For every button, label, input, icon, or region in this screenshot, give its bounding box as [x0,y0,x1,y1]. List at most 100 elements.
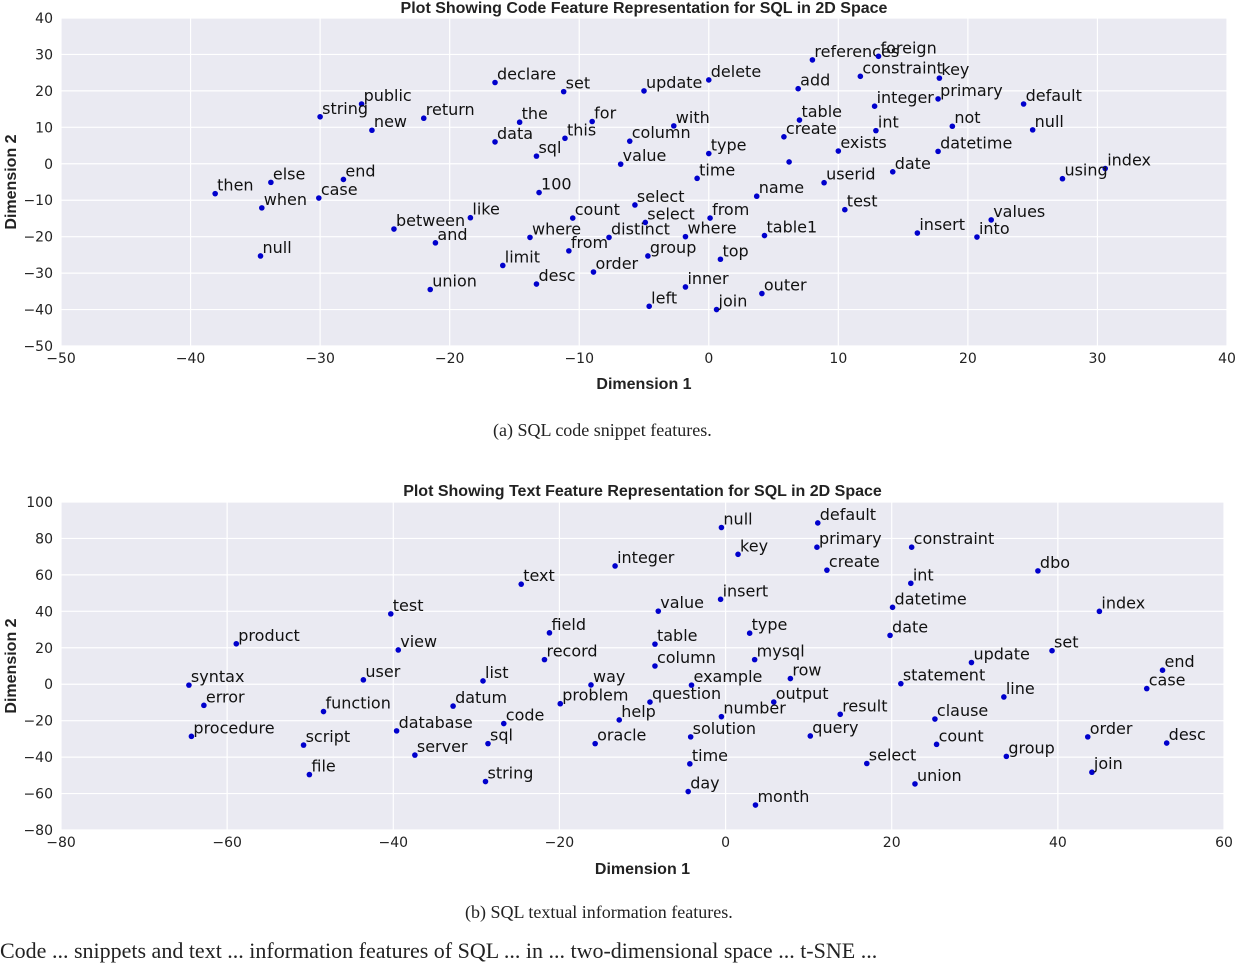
x-tick-label: 20 [883,835,901,851]
y-tick-label: −50 [23,339,53,355]
data-point [516,119,523,126]
point-label: create [786,119,837,138]
point-label: order [595,254,638,273]
data-point [873,127,879,134]
data-point [427,286,434,293]
data-point [685,788,691,795]
data-point [752,802,759,808]
data-point [914,230,921,236]
y-tick-label: 20 [35,84,53,100]
data-point [569,215,576,221]
data-point [533,281,540,287]
point-label: index [1107,151,1151,170]
point-label: add [800,71,830,90]
data-point [753,193,760,200]
data-point [1049,647,1055,654]
point-label: date [892,617,928,636]
data-point [759,290,765,297]
data-point [369,127,375,134]
data-point [1143,685,1150,692]
data-point [560,88,567,95]
data-point [875,53,882,60]
point-label: datetime [895,589,967,608]
point-label: file [311,757,335,776]
data-point [717,596,724,603]
plot-area [61,18,1227,346]
y-tick-label: −40 [23,303,53,319]
data-point [480,678,486,684]
point-label: outer [764,276,807,295]
data-point [887,632,893,639]
data-point [617,161,624,167]
data-point [898,680,904,687]
point-label: when [264,190,307,209]
x-tick-label: 20 [959,351,977,367]
point-label: this [567,120,596,139]
data-point [809,57,816,63]
point-label: script [306,727,351,746]
data-point [1001,694,1007,700]
point-label: table1 [766,218,817,237]
point-label: solution [693,719,756,738]
data-point [450,703,456,709]
data-point [492,79,498,86]
point-label: user [365,662,400,681]
data-point [694,175,700,182]
point-label: code [506,706,545,725]
point-label: where [687,219,736,238]
data-point [933,741,940,748]
point-label: set [566,74,590,93]
x-tick-label: 40 [1049,835,1067,851]
data-point [1020,101,1027,107]
point-label: distinct [611,219,670,238]
point-label: clause [937,701,988,720]
y-tick-label: 40 [35,604,53,620]
x-tick-label: −50 [46,351,76,367]
point-label: data [497,124,533,143]
data-point [612,563,618,569]
point-label: public [364,86,412,105]
code-feature-scatter-plot: −50 −40 −30 −20 −10 0 10 20 30 40 −50 −40 −30 −20 −10 0… [3,0,1236,393]
caption-b: (b) SQL textual information features. [465,902,733,922]
point-label: primary [940,81,1003,100]
y-tick-label: 40 [35,11,53,27]
y-tick-label: 0 [44,157,53,173]
point-label: int [913,565,934,584]
chart-title: Plot Showing Code Feature Representation… [401,0,888,17]
point-label: datetime [940,133,1012,152]
data-point [212,190,218,197]
point-label: left [651,288,677,307]
data-point [707,215,713,221]
data-point [705,77,712,83]
data-point [682,284,689,290]
x-axis-label: Dimension 1 [596,376,691,393]
data-point [188,733,195,740]
point-label: end [1165,652,1195,671]
point-label: example [694,667,763,686]
data-point [988,217,995,223]
point-label: new [374,112,407,131]
point-label: select [637,187,685,206]
data-point [432,240,439,246]
data-point [932,716,938,722]
point-label: the [522,104,548,123]
data-point [1102,165,1109,172]
point-label: and [437,225,467,244]
point-label: delete [711,62,761,81]
data-point [393,728,400,734]
data-point [588,682,594,688]
data-point [687,734,694,740]
data-point [670,123,677,129]
point-label: limit [505,247,540,266]
point-label: time [692,746,728,765]
data-point [1035,568,1041,574]
point-label: inner [687,269,729,288]
data-point [557,700,564,707]
data-point [717,256,724,263]
data-point [641,88,647,94]
caption-a: (a) SQL code snippet features. [493,420,712,440]
data-point [655,608,662,614]
data-point [1059,175,1066,182]
y-tick-label: 60 [35,568,53,584]
point-label: problem [562,686,628,705]
